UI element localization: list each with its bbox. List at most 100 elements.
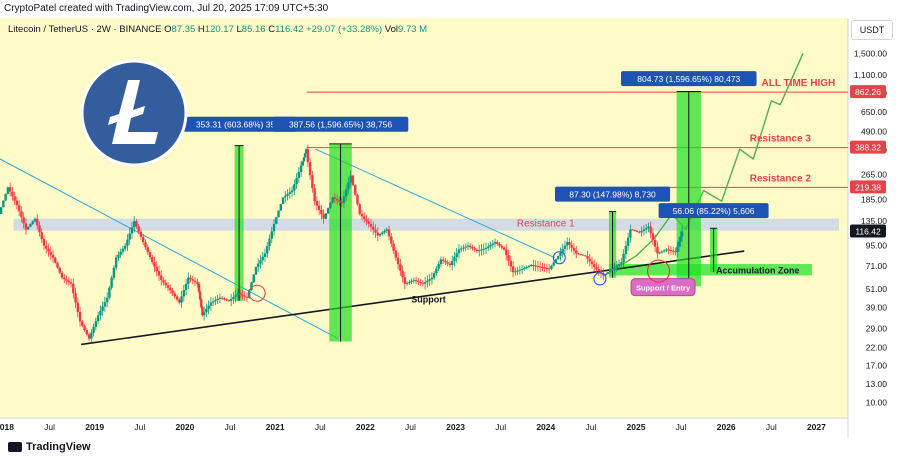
candle-body xyxy=(376,232,379,236)
candle-body xyxy=(20,211,23,218)
candle-body xyxy=(112,267,116,278)
candle-body xyxy=(193,280,197,283)
chart-area[interactable]: Resistance 1 Accumulation Zone ALL TIME HI… xyxy=(0,18,900,438)
time-tick-label: 2027 xyxy=(807,422,826,432)
candle-body xyxy=(450,261,454,266)
symbol-legend: Litecoin / TetherUS · 2W · BINANCE O87.3… xyxy=(8,24,427,35)
candle-body xyxy=(516,270,519,272)
candle-body xyxy=(202,312,206,316)
measure-label-box xyxy=(554,186,671,202)
candle-body xyxy=(58,267,61,273)
entry-badge xyxy=(630,278,696,297)
price-tick-label: 95.00 xyxy=(866,241,888,251)
candle-body xyxy=(103,302,107,307)
candle-body xyxy=(679,236,682,242)
symbol-name[interactable]: Litecoin / TetherUS · 2W · BINANCE xyxy=(8,24,162,35)
candle-body xyxy=(566,242,569,246)
candle-body xyxy=(608,270,612,273)
candle-body xyxy=(148,252,152,258)
candle-body xyxy=(426,280,429,283)
candle-body xyxy=(180,296,183,303)
volume-label: Vol xyxy=(384,24,399,35)
candle-body xyxy=(293,184,296,191)
candle-body xyxy=(588,258,591,262)
candle-body xyxy=(146,247,149,253)
candle-body xyxy=(13,196,16,201)
candle-body xyxy=(227,300,231,302)
candle-body xyxy=(17,205,21,212)
candle-body xyxy=(498,243,501,246)
candle-body xyxy=(412,280,416,282)
candle-body xyxy=(218,297,222,299)
candle-body xyxy=(615,265,619,268)
candle-body xyxy=(229,298,233,301)
close-value: 116.42 xyxy=(275,24,304,35)
candle-body xyxy=(408,281,411,283)
candle-body xyxy=(90,332,93,339)
candle-body xyxy=(439,259,443,264)
candle-body xyxy=(367,221,370,224)
candle-body xyxy=(403,277,407,284)
candle-body xyxy=(473,248,476,250)
candle-body xyxy=(620,262,623,264)
candle-body xyxy=(669,250,673,252)
candle-body xyxy=(651,233,655,241)
candle-body xyxy=(201,307,204,316)
candle-body xyxy=(511,266,515,273)
candle-body xyxy=(509,260,513,267)
candle-body xyxy=(662,250,666,252)
candle-body xyxy=(584,255,587,257)
candle-body xyxy=(347,182,350,190)
trend-line xyxy=(315,148,556,259)
candle-body xyxy=(493,242,497,244)
low-value: 85.16 xyxy=(241,24,266,35)
candle-body xyxy=(164,282,167,286)
change-value: +29.07 (+33.28%) xyxy=(306,24,383,35)
candle-body xyxy=(322,214,325,219)
candle-body xyxy=(453,257,456,262)
candle-body xyxy=(78,312,82,322)
candle-body xyxy=(320,209,323,215)
candle-body xyxy=(214,300,217,302)
low-label: L xyxy=(236,24,242,35)
candle-body xyxy=(326,208,330,214)
open-value: 87.35 xyxy=(171,24,196,35)
price-chart[interactable]: Resistance 1 Accumulation Zone ALL TIME HI… xyxy=(0,18,900,438)
price-tick-label: 265.00 xyxy=(861,169,887,179)
candle-body xyxy=(24,223,28,230)
candle-body xyxy=(119,251,122,255)
candle-body xyxy=(649,226,652,234)
tradingview-logo-icon xyxy=(8,442,22,453)
candle-body xyxy=(209,302,213,306)
price-tick-label: 650.00 xyxy=(861,107,887,117)
candle-body xyxy=(169,287,172,291)
candle-body xyxy=(175,296,179,300)
candle-body xyxy=(475,249,479,252)
candle-body xyxy=(545,267,549,269)
candle-body xyxy=(338,200,341,202)
close-label: C xyxy=(268,24,276,35)
time-tick-label: 2026 xyxy=(717,422,736,432)
candle-body xyxy=(110,277,113,288)
candle-body xyxy=(360,213,364,217)
candle-body xyxy=(543,267,546,269)
candle-body xyxy=(579,254,582,256)
candle-body xyxy=(577,253,580,255)
candle-body xyxy=(356,194,359,205)
candle-body xyxy=(191,279,195,281)
candle-body xyxy=(135,221,138,227)
candle-body xyxy=(365,218,368,222)
candle-body xyxy=(42,238,46,246)
currency-selector[interactable]: USDT xyxy=(851,20,893,40)
resistance-zone xyxy=(13,218,839,231)
candle-body xyxy=(153,262,156,267)
price-tick-label: 1,500.00 xyxy=(854,49,887,59)
time-tick-label: Jul xyxy=(134,422,145,432)
candle-body xyxy=(563,245,567,250)
candle-body xyxy=(63,277,66,280)
candle-body xyxy=(629,229,632,238)
candle-body xyxy=(126,239,129,246)
candle-body xyxy=(6,187,10,194)
candle-body xyxy=(101,306,104,311)
candle-body xyxy=(65,279,68,281)
